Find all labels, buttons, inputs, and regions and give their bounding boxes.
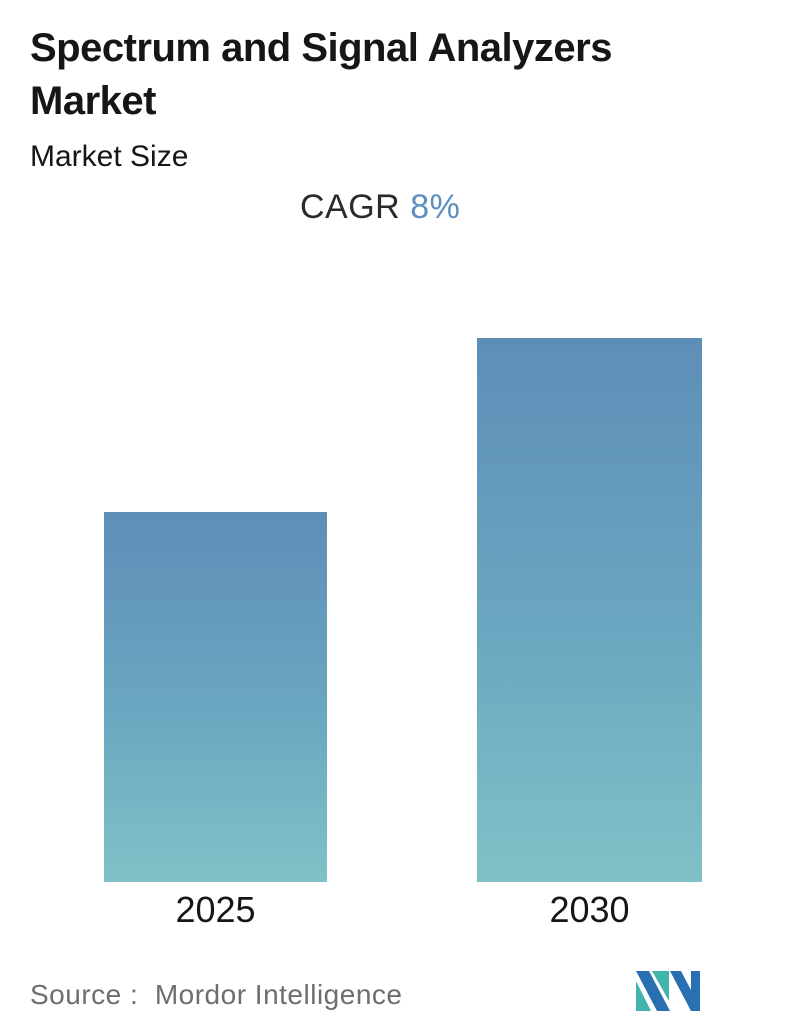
logo-blue-right-bar: [691, 971, 700, 1011]
mordor-intelligence-logo: [636, 971, 700, 1011]
page-title: Spectrum and Signal Analyzers Market: [30, 26, 612, 123]
axis-label-2025: 2025: [175, 889, 256, 930]
logo-blue-left-diagonal: [636, 971, 670, 1011]
source-attribution: Source : Mordor Intelligence: [30, 979, 403, 1010]
axis-label-2030: 2030: [549, 889, 630, 930]
cagr-value: 8%: [410, 188, 461, 226]
page-subtitle: Market Size: [30, 140, 189, 173]
logo-teal-left-triangle: [636, 981, 651, 1011]
chart-bar-2030: [477, 338, 702, 882]
cagr-label: CAGR: [300, 188, 401, 226]
chart-bar-2025: [104, 512, 327, 882]
logo-teal-middle-triangle: [652, 971, 669, 1001]
cagr-annotation: CAGR 8%: [300, 188, 460, 227]
